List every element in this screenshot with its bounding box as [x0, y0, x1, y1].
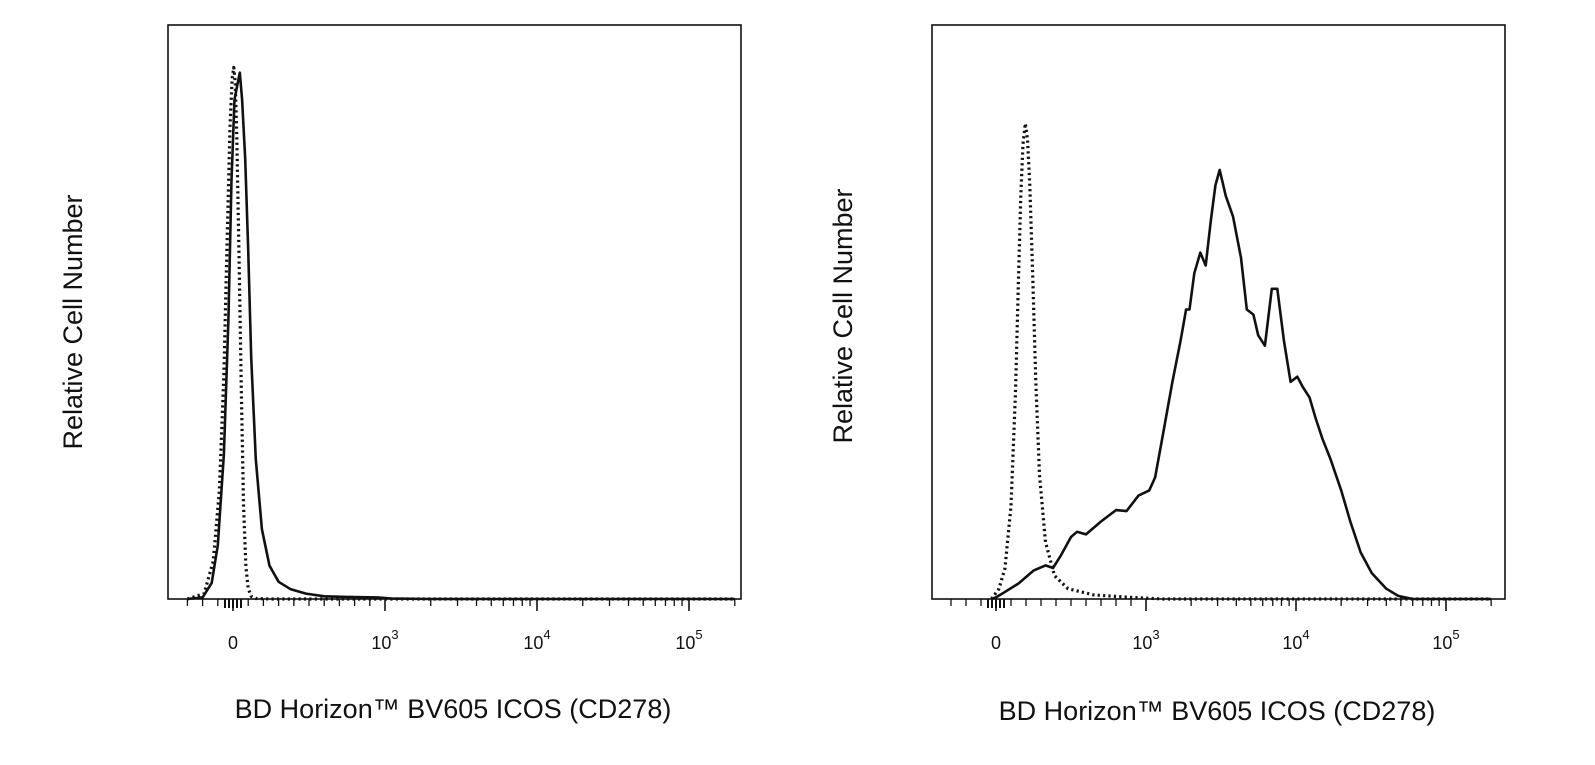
plot-frame — [931, 24, 1506, 600]
x-axis-minor-ticks — [186, 599, 736, 611]
stained-sample-curve — [187, 71, 735, 601]
y-axis-title: Relative Cell Number — [58, 194, 88, 449]
stained-sample-curve — [991, 168, 1492, 601]
histogram-curves — [186, 65, 735, 601]
x-axis-tick-labels: 0 103 104 105 — [991, 627, 1460, 653]
histogram-panel-right: 0 103 104 105 Relative Cell Number BD Horiz… — [828, 24, 1506, 726]
histogram-curves — [990, 121, 1492, 601]
x-tick-label: 103 — [1132, 627, 1159, 653]
x-axis-minor-ticks — [950, 599, 1492, 611]
y-axis-title: Relative Cell Number — [828, 188, 858, 443]
isotype-control-curve — [990, 121, 1492, 601]
x-tick-label: 104 — [1282, 627, 1309, 653]
histogram-panel-left: 0 103 104 105 Relative Cell Number BD Horiz… — [58, 24, 742, 724]
x-tick-label: 104 — [523, 627, 550, 653]
isotype-control-curve — [186, 65, 735, 601]
x-tick-label: 103 — [371, 627, 398, 653]
x-axis-tick-labels: 0 103 104 105 — [228, 627, 703, 653]
x-tick-label: 0 — [991, 633, 1001, 653]
x-axis-title: BD Horizon™ BV605 ICOS (CD278) — [235, 694, 672, 724]
x-axis-title: BD Horizon™ BV605 ICOS (CD278) — [999, 696, 1436, 726]
x-tick-label: 0 — [228, 633, 238, 653]
x-tick-label: 105 — [1432, 627, 1459, 653]
plot-frame — [167, 24, 742, 600]
x-tick-label: 105 — [675, 627, 702, 653]
